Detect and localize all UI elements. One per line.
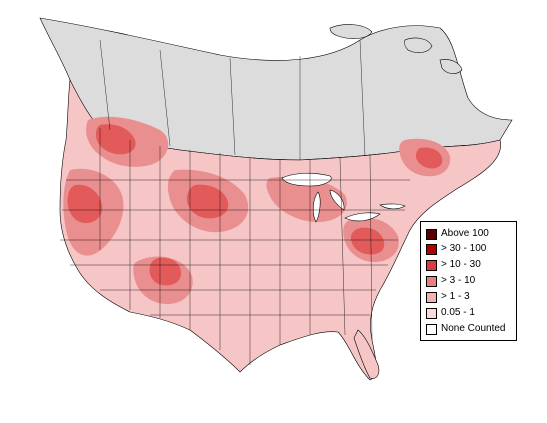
- boundary-lines: [60, 39, 410, 365]
- legend-swatch-icon: [426, 243, 437, 255]
- legend: Above 100 > 30 - 100 > 10 - 30 > 3 - 10 …: [420, 221, 517, 341]
- legend-label: 0.05 - 1: [441, 307, 475, 318]
- legend-swatch-icon: [426, 307, 437, 319]
- legend-item-30-100: > 30 - 100: [426, 243, 486, 255]
- legend-label: Above 100: [441, 228, 489, 239]
- legend-item-above-100: Above 100: [426, 228, 489, 240]
- legend-label: > 10 - 30: [441, 259, 481, 270]
- legend-label: None Counted: [441, 323, 506, 334]
- arctic-islands: [329, 24, 463, 74]
- legend-item-0-05-1: 0.05 - 1: [426, 307, 475, 319]
- florida-peninsula: [353, 329, 380, 379]
- legend-swatch-icon: [426, 275, 437, 287]
- legend-swatch-icon: [426, 323, 437, 335]
- legend-label: > 3 - 10: [441, 275, 476, 286]
- legend-item-none-counted: None Counted: [426, 323, 506, 335]
- legend-item-10-30: > 10 - 30: [426, 259, 481, 271]
- legend-swatch-icon: [426, 259, 437, 271]
- great-lakes: [281, 172, 406, 223]
- legend-item-1-3: > 1 - 3: [426, 291, 470, 303]
- legend-item-3-10: > 3 - 10: [426, 275, 475, 287]
- legend-swatch-icon: [426, 291, 437, 303]
- legend-label: > 30 - 100: [441, 243, 487, 254]
- legend-label: > 1 - 3: [441, 291, 470, 302]
- legend-swatch-icon: [426, 228, 437, 240]
